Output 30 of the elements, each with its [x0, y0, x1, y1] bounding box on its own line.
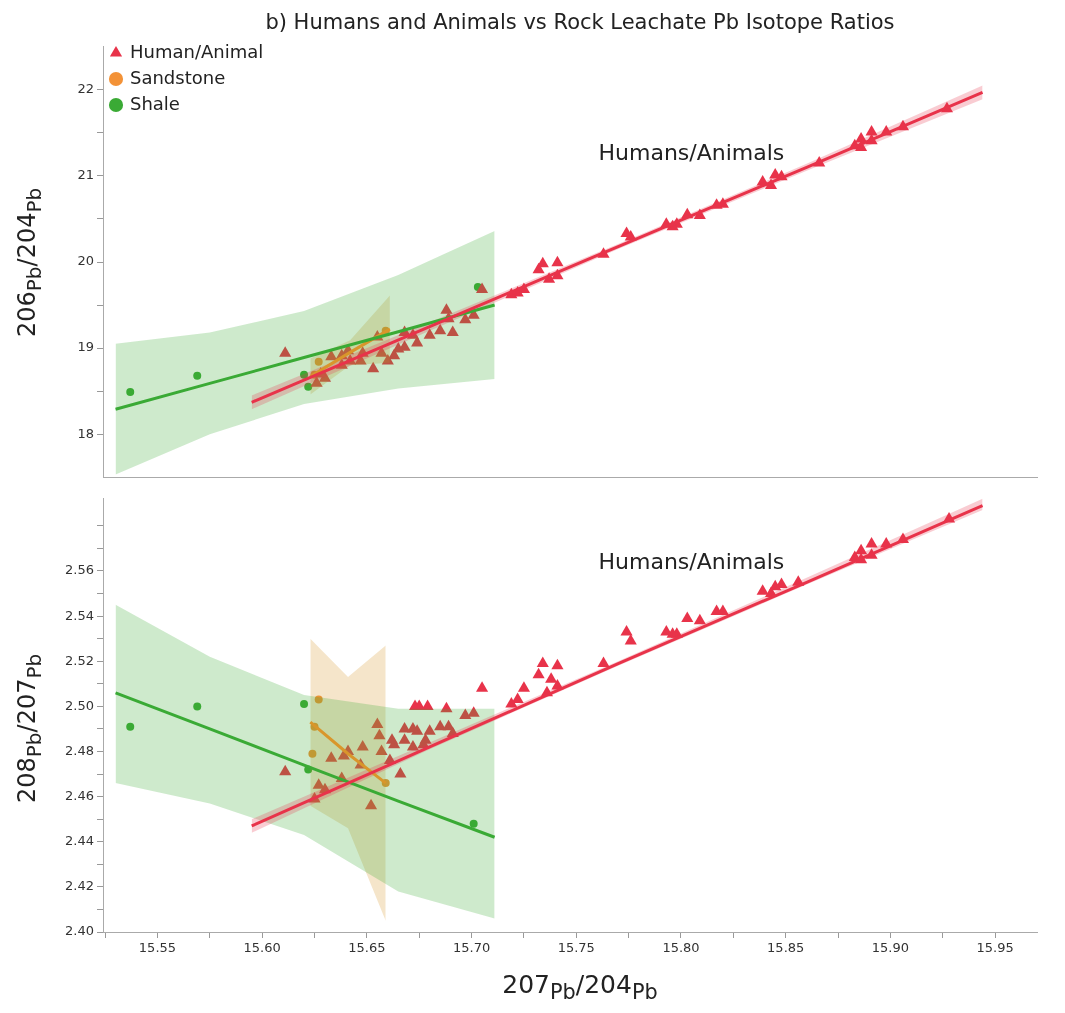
x-tick-label: 15.60 — [243, 940, 281, 956]
x-tick-label: 15.65 — [348, 940, 386, 956]
x-tick-label: 15.85 — [767, 940, 805, 956]
x-tick-label: 15.95 — [976, 940, 1014, 956]
x-tick-label: 15.55 — [138, 940, 177, 956]
y-tick-label: 2.46 — [65, 788, 94, 803]
y-tick-label: 2.52 — [65, 652, 94, 668]
y-tick-label: 2.44 — [65, 833, 94, 849]
chart-title: b) Humans and Animals vs Rock Leachate Pb Isotope Ratios — [264, 9, 896, 36]
legend-label: Human/Animal — [130, 40, 264, 62]
x-tick-label: 15.80 — [662, 940, 700, 956]
annotation: Humans/Animals — [598, 549, 785, 575]
legend-label: Shale — [130, 92, 180, 114]
y-tick-label: 20 — [77, 253, 94, 269]
y-tick-label: 2.42 — [65, 878, 94, 894]
y-tick-label: 21 — [77, 167, 94, 183]
x-axis-title: 207$_{Pb}$/204$_{Pb}$ — [501, 969, 659, 1006]
y-tick-label: 22 — [77, 81, 94, 97]
legend-label: Sandstone — [130, 66, 226, 88]
y-tick-label: 2.50 — [65, 697, 94, 713]
x-tick-label: 15.90 — [871, 940, 910, 956]
y-tick-label: 2.56 — [65, 562, 94, 578]
y-tick-label: 19 — [77, 339, 94, 355]
annotation: Humans/Animals — [598, 140, 785, 166]
y-tick-label: 2.48 — [65, 742, 94, 758]
y-tick-label: 2.54 — [65, 607, 94, 623]
y-tick-label: 2.40 — [65, 923, 94, 939]
x-tick-label: 15.70 — [452, 940, 491, 956]
x-tick-label: 15.75 — [557, 940, 595, 956]
y-tick-label: 18 — [77, 425, 94, 441]
